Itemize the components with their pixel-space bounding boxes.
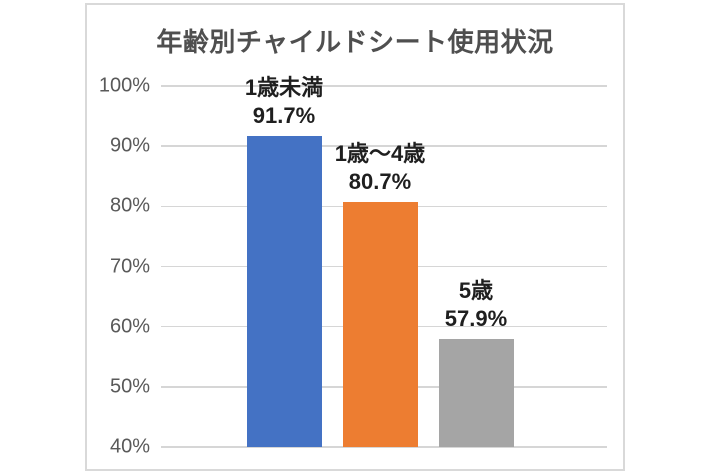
value-label: 57.9%: [444, 306, 508, 332]
bar-3: [438, 339, 514, 447]
chart-title: 年齢別チャイルドシート使用状況: [156, 27, 554, 57]
bar-label-2: 1歳～4歳 80.7%: [290, 140, 470, 196]
y-tick-label: 100%: [98, 74, 150, 97]
y-gridline: [161, 145, 607, 147]
category-label: 5歳: [458, 278, 494, 304]
category-label: 1歳未満: [244, 74, 324, 100]
category-label: 1歳～4歳: [334, 141, 426, 167]
chart-frame: 年齢別チャイルドシート使用状況 100% 90% 80% 70% 60% 50% 40% 1歳…: [85, 3, 625, 471]
y-tick-label: 60%: [109, 315, 150, 338]
y-tick-label: 80%: [109, 194, 150, 217]
value-label: 80.7%: [348, 169, 412, 195]
bar-1: [246, 135, 322, 447]
y-tick-label: 90%: [109, 134, 150, 157]
y-tick-label: 40%: [109, 435, 150, 458]
y-tick-label: 70%: [109, 255, 150, 277]
y-tick-label: 50%: [109, 375, 150, 398]
bar-label-1: 1歳未満 91.7%: [194, 74, 374, 130]
y-gridline: [161, 85, 607, 87]
value-label: 91.7%: [252, 102, 316, 128]
bar-2: [342, 202, 418, 447]
bar-label-3: 5歳 57.9%: [386, 277, 566, 333]
y-gridline: [161, 446, 607, 448]
